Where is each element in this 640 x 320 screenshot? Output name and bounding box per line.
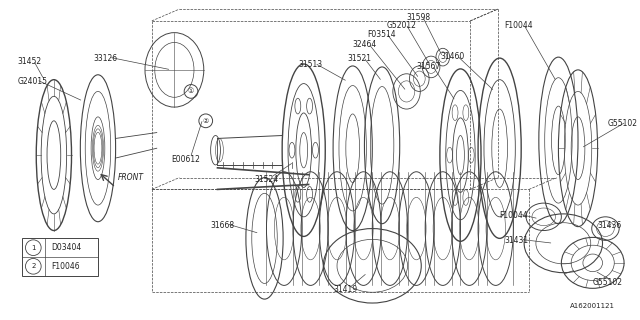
Text: 32464: 32464 bbox=[353, 40, 377, 50]
Text: 31513: 31513 bbox=[299, 60, 323, 69]
Text: G52012: G52012 bbox=[387, 21, 417, 30]
Text: G55102: G55102 bbox=[607, 119, 637, 128]
Text: F10044: F10044 bbox=[504, 21, 533, 30]
Text: 31598: 31598 bbox=[406, 13, 431, 22]
Bar bbox=[22, 238, 98, 276]
Text: 31436: 31436 bbox=[598, 221, 622, 230]
Text: D03404: D03404 bbox=[51, 243, 81, 252]
Text: 31668: 31668 bbox=[211, 221, 235, 230]
Text: G24015: G24015 bbox=[18, 77, 47, 86]
Text: 31452: 31452 bbox=[18, 57, 42, 66]
Text: 2: 2 bbox=[31, 263, 35, 269]
Text: E00612: E00612 bbox=[172, 155, 200, 164]
Text: 31431: 31431 bbox=[504, 236, 529, 245]
Text: FRONT: FRONT bbox=[118, 173, 143, 182]
Text: G55102: G55102 bbox=[593, 277, 623, 287]
Text: ②: ② bbox=[203, 118, 209, 124]
Text: A162001121: A162001121 bbox=[570, 303, 615, 309]
Text: 1: 1 bbox=[31, 245, 36, 251]
Text: 31524: 31524 bbox=[255, 175, 279, 184]
Text: F03514: F03514 bbox=[367, 30, 396, 39]
Text: 31567: 31567 bbox=[417, 62, 440, 71]
Text: ①: ① bbox=[188, 88, 194, 94]
Text: F10046: F10046 bbox=[51, 262, 79, 271]
Text: 31460: 31460 bbox=[441, 52, 465, 61]
Text: 33126: 33126 bbox=[93, 54, 117, 63]
Text: F10044: F10044 bbox=[500, 211, 528, 220]
Text: 31419: 31419 bbox=[333, 285, 357, 294]
Text: 31521: 31521 bbox=[348, 54, 372, 63]
